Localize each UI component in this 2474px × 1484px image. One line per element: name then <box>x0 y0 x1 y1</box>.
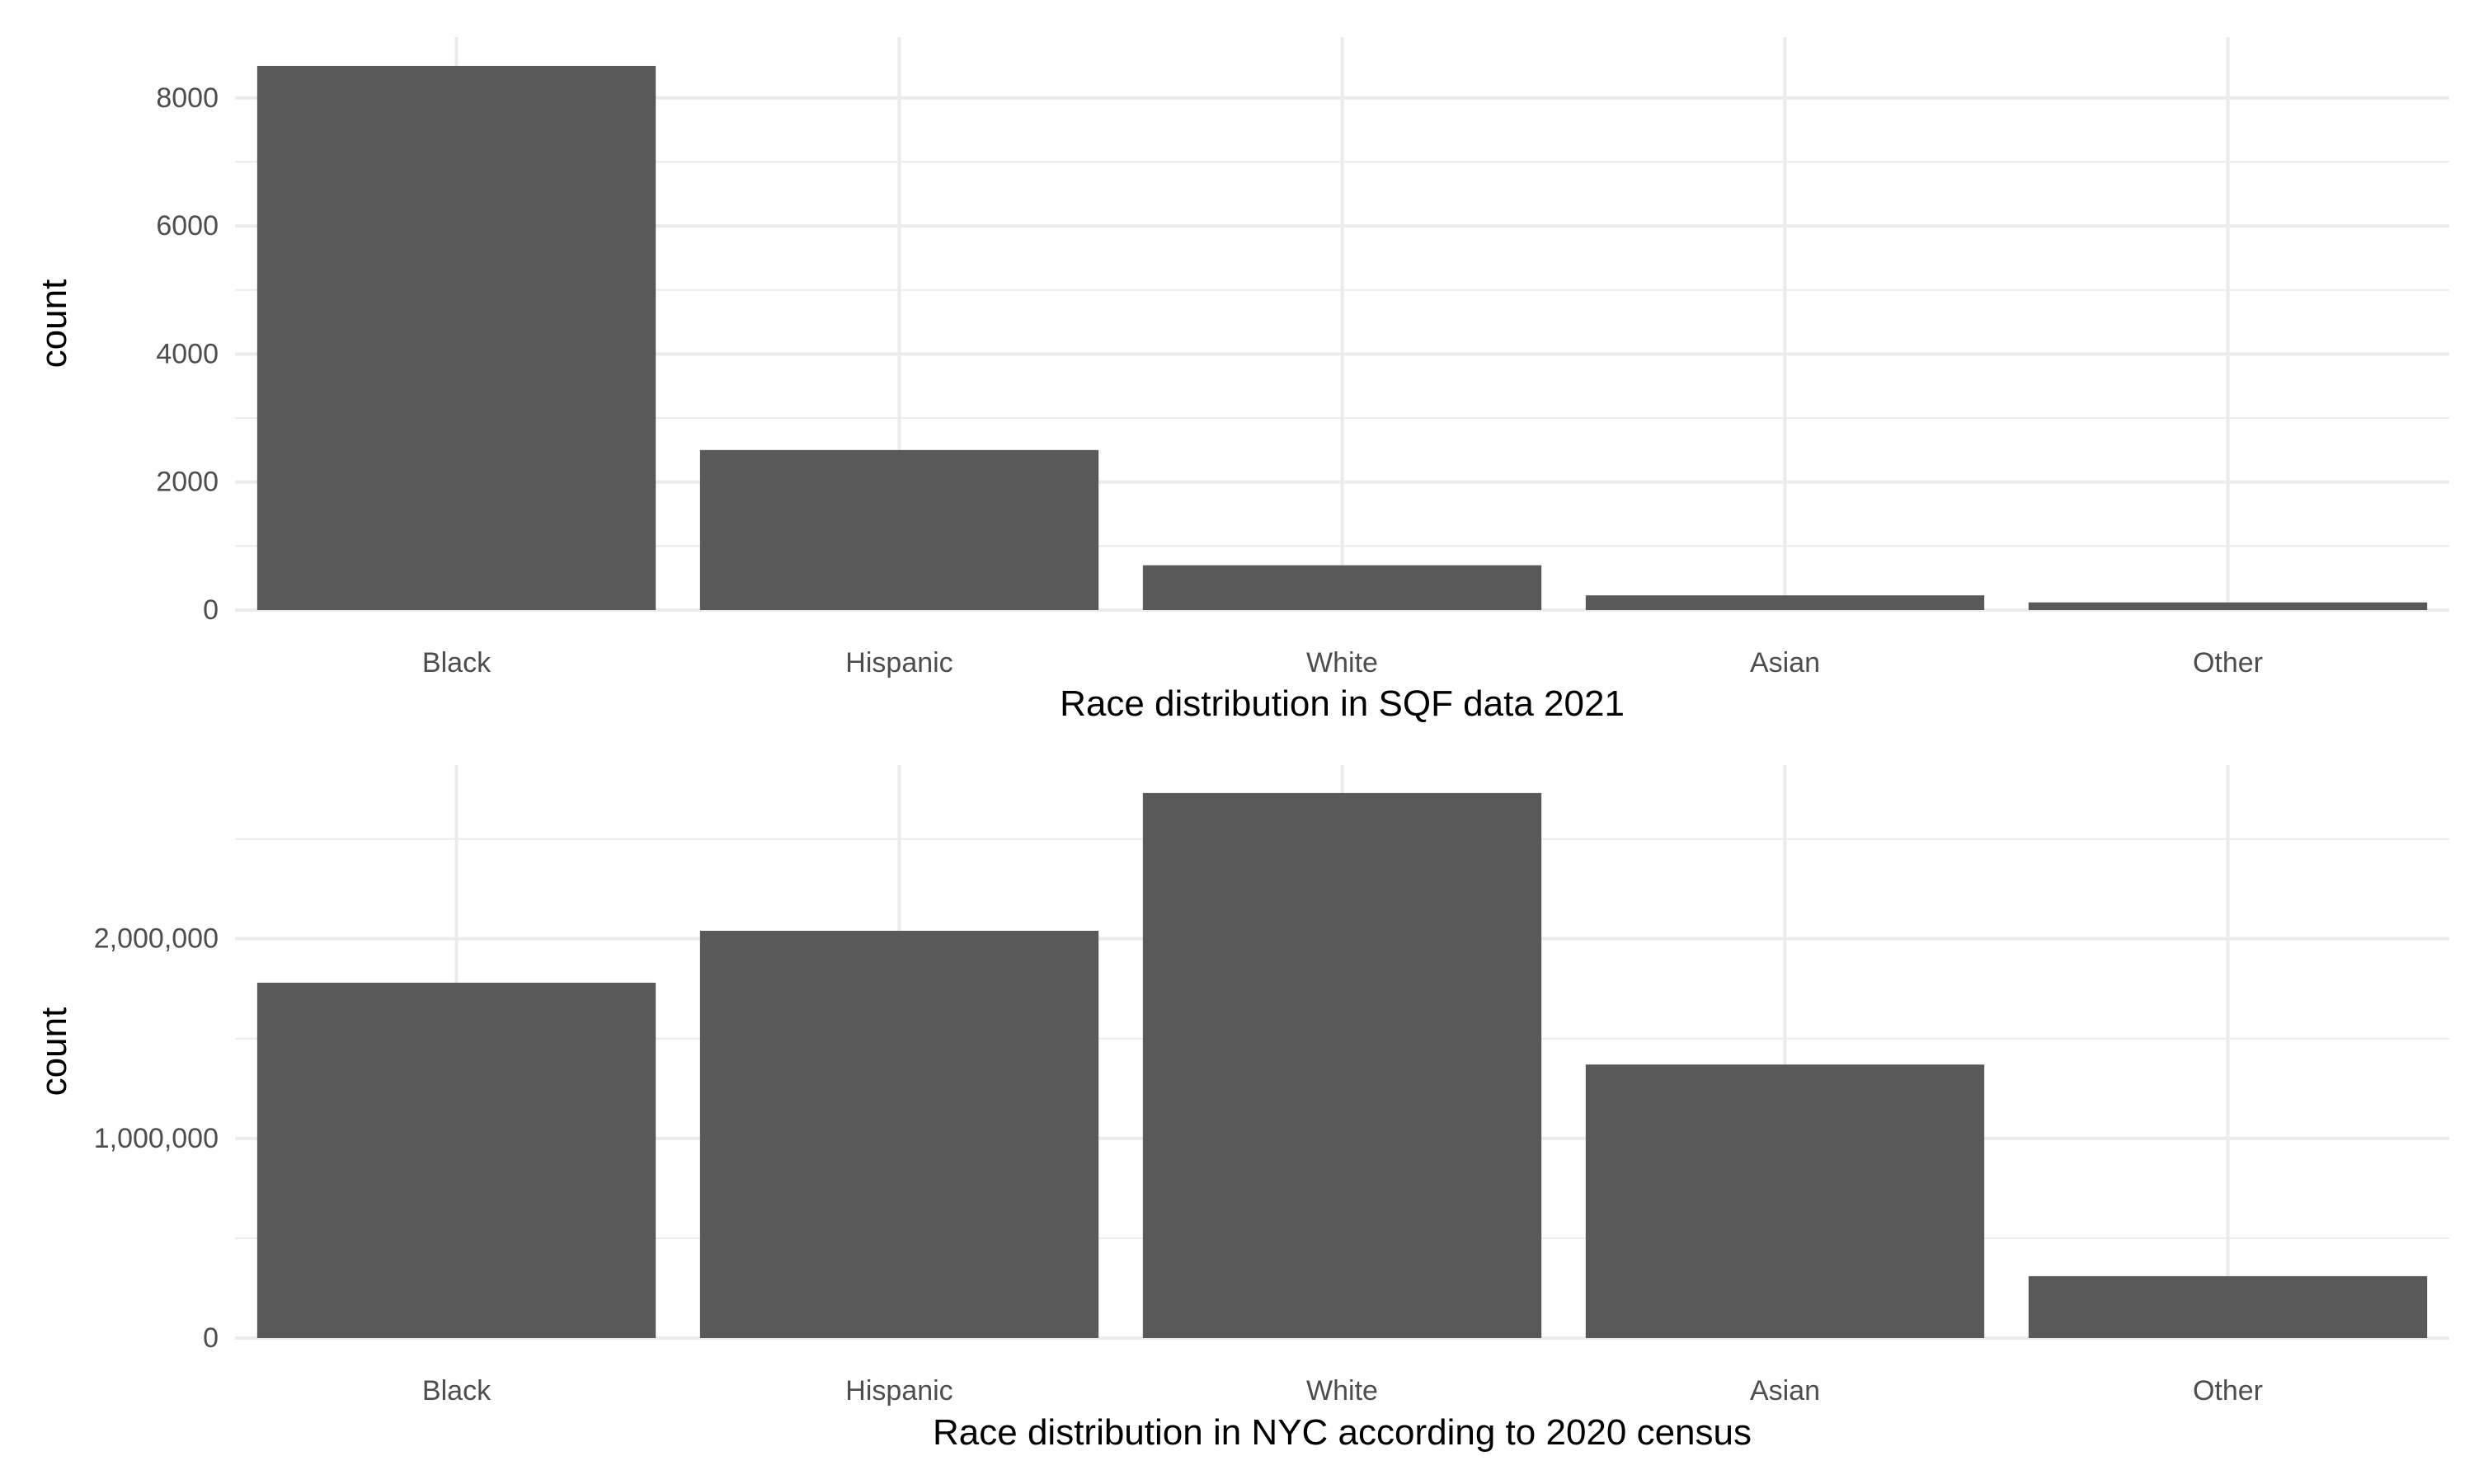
x-tick-label: Asian <box>1750 647 1820 679</box>
y-tick-label: 8000 <box>156 82 219 114</box>
y-tick-label: 1,000,000 <box>94 1123 219 1154</box>
bar-hispanic <box>699 449 1099 610</box>
y-tick-label: 2,000,000 <box>94 923 219 955</box>
y-tick-label: 0 <box>203 594 219 626</box>
bar-asian <box>1585 1064 1985 1338</box>
y-tick-label: 4000 <box>156 338 219 369</box>
x-tick-label: Black <box>422 1375 492 1407</box>
y-axis-title: count <box>34 1007 74 1097</box>
x-tick-label: Hispanic <box>845 647 952 679</box>
bar-hispanic <box>699 930 1099 1338</box>
y-tick-label: 2000 <box>156 467 219 498</box>
x-tick-label: Other <box>2193 647 2263 679</box>
x-tick-label: White <box>1306 1375 1378 1407</box>
chart-panel-census: 0 1,000,000 2,000,000 Black Hispanic White Asi… <box>34 765 2449 1453</box>
y-tick-label: 0 <box>203 1322 219 1354</box>
bar-other <box>2028 1275 2428 1338</box>
x-tick-label: Other <box>2193 1375 2263 1407</box>
y-tick-label: 6000 <box>156 210 219 242</box>
chart-panel-sqf: 0 2000 4000 6000 8000 Black Hispanic White Asian… <box>34 37 2449 724</box>
x-tick-label: White <box>1306 647 1378 679</box>
x-tick-label: Hispanic <box>845 1375 952 1407</box>
x-axis-title: Race distribution in SQF data 2021 <box>1060 683 1625 724</box>
y-axis-title: count <box>34 279 74 369</box>
bar-white <box>1142 792 1542 1338</box>
bar-other <box>2028 602 2428 610</box>
x-tick-label: Asian <box>1750 1375 1820 1407</box>
x-tick-label: Black <box>422 647 492 679</box>
x-axis-title: Race distribution in NYC according to 20… <box>933 1412 1752 1453</box>
bar-asian <box>1585 595 1985 610</box>
bar-black <box>256 65 656 610</box>
bar-black <box>256 982 656 1338</box>
bar-white <box>1142 565 1542 610</box>
